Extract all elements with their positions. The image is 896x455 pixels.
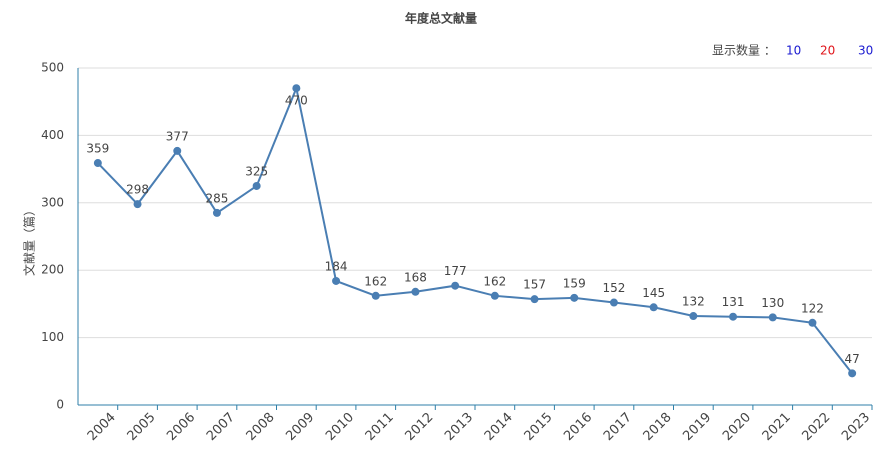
x-tick-label: 2011 <box>363 410 397 444</box>
data-label: 159 <box>563 276 586 290</box>
point <box>689 312 698 321</box>
data-label: 152 <box>602 281 625 295</box>
x-tick-label: 2022 <box>799 410 833 444</box>
x-tick-label: 2018 <box>641 410 675 444</box>
y-tick-label: 300 <box>41 195 64 209</box>
y-tick-label: 0 <box>56 398 64 412</box>
count-option[interactable]: 30 <box>858 44 873 58</box>
count-option[interactable]: 20 <box>820 44 835 58</box>
x-tick-label: 2010 <box>323 410 357 444</box>
x-tick-label: 2012 <box>402 410 436 444</box>
x-tick-label: 2019 <box>680 410 714 444</box>
x-tick-label: 2014 <box>482 410 516 444</box>
data-label: 162 <box>483 274 506 288</box>
data-label: 177 <box>444 264 467 278</box>
chart-title: 年度总文献量 <box>405 11 477 26</box>
x-tick-label: 2006 <box>164 410 198 444</box>
line <box>97 84 853 374</box>
x-tick-label: 2008 <box>244 410 278 444</box>
point <box>609 298 618 307</box>
point <box>212 208 221 217</box>
y-tick-label: 400 <box>41 128 64 142</box>
x-tick-label: 2009 <box>283 410 317 444</box>
y-axis-label: 文献量（篇） <box>22 204 37 276</box>
point <box>411 287 420 296</box>
x-tick-label: 2013 <box>442 410 476 444</box>
point <box>570 293 579 302</box>
data-label: 132 <box>682 295 705 309</box>
data-label: 122 <box>801 301 824 315</box>
point <box>451 281 460 290</box>
data-label: 145 <box>642 286 665 300</box>
count-option[interactable]: 10 <box>786 44 801 58</box>
point <box>133 200 142 209</box>
point <box>848 369 857 378</box>
point <box>252 181 261 190</box>
point <box>292 84 301 93</box>
data-label: 325 <box>245 164 268 178</box>
x-tick-label: 2021 <box>760 410 794 444</box>
y-tick-label: 100 <box>41 330 64 344</box>
point <box>530 295 539 304</box>
y-tick-label: 200 <box>41 263 64 277</box>
data-label: 377 <box>166 129 189 143</box>
x-tick-label: 2016 <box>561 410 595 444</box>
data-label: 157 <box>523 278 546 292</box>
point <box>93 159 102 168</box>
x-tick-label: 2020 <box>720 410 754 444</box>
data-label: 168 <box>404 270 427 284</box>
y-tick-label: 500 <box>41 61 64 75</box>
data-label: 184 <box>325 259 348 273</box>
point <box>768 313 777 322</box>
x-tick-label: 2023 <box>839 410 873 444</box>
point <box>490 291 499 300</box>
data-label: 470 <box>285 94 308 108</box>
x-tick-label: 2005 <box>125 410 159 444</box>
x-tick-label: 2004 <box>85 410 119 444</box>
point <box>173 146 182 155</box>
data-label: 162 <box>364 274 387 288</box>
data-label: 359 <box>86 142 109 156</box>
x-tick-label: 2007 <box>204 410 238 444</box>
data-label: 130 <box>761 296 784 310</box>
x-tick-label: 2015 <box>522 410 556 444</box>
data-label: 131 <box>722 295 745 309</box>
data-label: 285 <box>205 191 228 205</box>
point <box>371 291 380 300</box>
point <box>729 312 738 321</box>
point <box>808 318 817 327</box>
data-label: 47 <box>845 352 860 366</box>
data-label: 298 <box>126 183 149 197</box>
toolbar-label: 显示数量 ： <box>712 43 776 58</box>
point <box>649 303 658 312</box>
point <box>332 276 341 285</box>
x-tick-label: 2017 <box>601 410 635 444</box>
